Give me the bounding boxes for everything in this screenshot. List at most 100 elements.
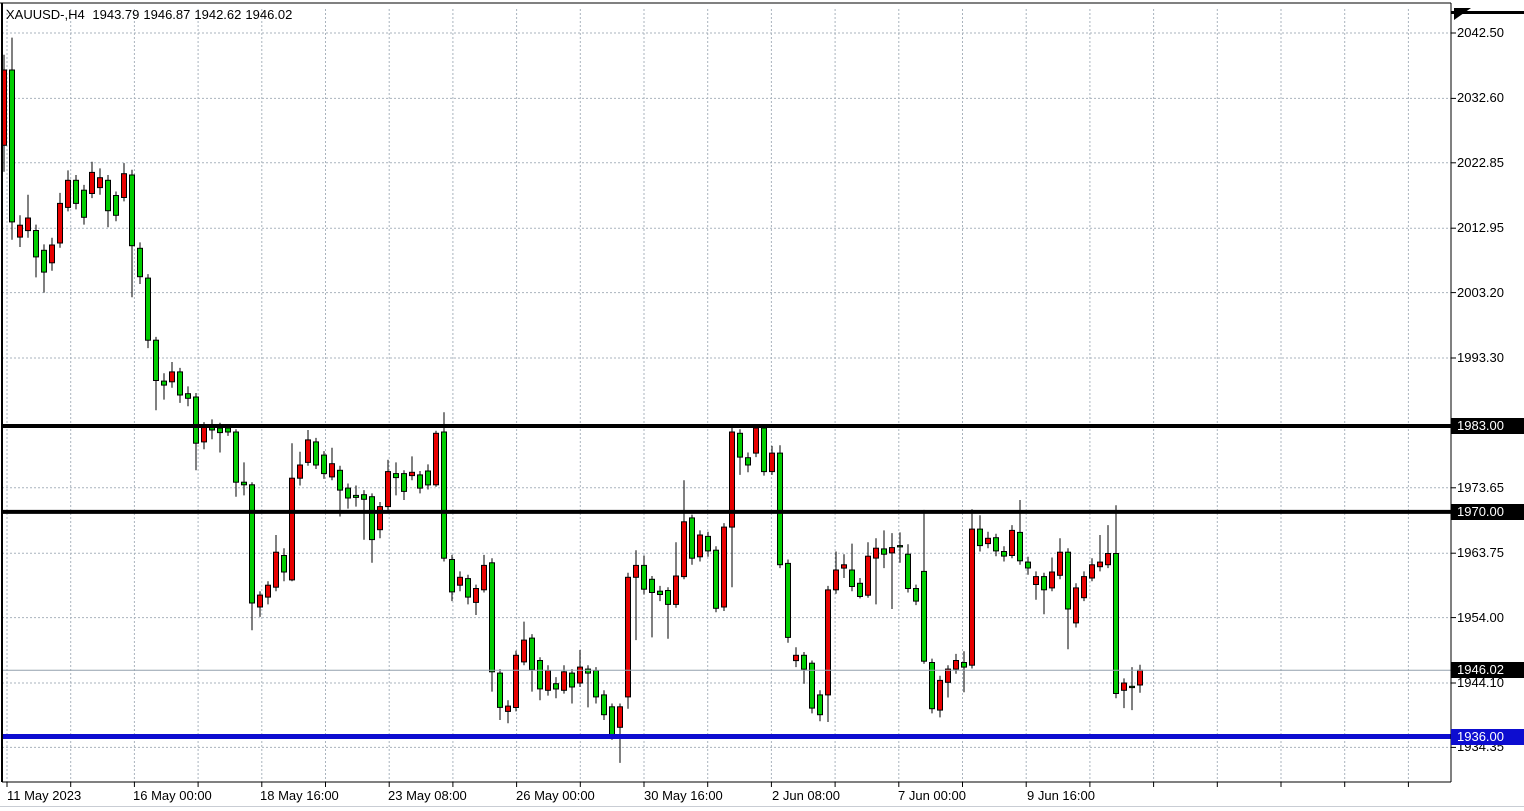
price-level-label: 1970.00 xyxy=(1451,504,1524,520)
candle-body xyxy=(1001,551,1007,557)
candles-group[interactable] xyxy=(1,37,1143,763)
candle-body xyxy=(673,575,679,605)
candle-body xyxy=(993,537,999,552)
candle-body xyxy=(57,202,63,244)
candle-body xyxy=(1089,564,1095,579)
candle-body xyxy=(97,177,103,189)
candle-body xyxy=(329,463,335,478)
low-value: 1942.62 xyxy=(194,7,242,22)
candle-body xyxy=(1065,551,1071,610)
time-tick-label: 18 May 16:00 xyxy=(260,788,339,803)
candle-body xyxy=(137,247,143,278)
candle-body xyxy=(105,179,111,212)
candle-body xyxy=(601,694,607,716)
close-value: 1946.02 xyxy=(245,7,293,22)
price-tick-label: 2032.60 xyxy=(1457,90,1504,105)
time-tick-label: 7 Jun 00:00 xyxy=(898,788,966,803)
candle-body xyxy=(713,549,719,609)
time-tick-label: 11 May 2023 xyxy=(7,788,82,803)
candle-body xyxy=(345,487,351,499)
candle-body xyxy=(841,564,847,569)
candle-body xyxy=(1097,561,1103,568)
price-tick-label: 2022.85 xyxy=(1457,155,1504,170)
high-value: 1946.87 xyxy=(143,7,191,22)
candle-body xyxy=(385,471,391,508)
candle-body xyxy=(257,594,263,608)
candle-body xyxy=(561,671,567,691)
candle-body xyxy=(553,683,559,690)
price-tick-label: 2042.50 xyxy=(1457,25,1504,40)
time-tick-label: 2 Jun 08:00 xyxy=(772,788,840,803)
candle-body xyxy=(73,179,79,204)
candle-body xyxy=(241,481,247,486)
candle-body xyxy=(297,464,303,479)
candle-body xyxy=(665,590,671,605)
candle-body xyxy=(305,439,311,463)
candle-body xyxy=(1121,682,1127,691)
candle-body xyxy=(729,431,735,528)
candle-body xyxy=(225,427,231,433)
candle-body xyxy=(1009,529,1015,557)
price-tick-label: 2012.95 xyxy=(1457,220,1504,235)
candle-body xyxy=(529,637,535,671)
candle-body xyxy=(401,473,407,492)
candle-body xyxy=(465,578,471,598)
candle-body xyxy=(617,706,623,728)
candle-body xyxy=(681,521,687,578)
candle-body xyxy=(569,672,575,688)
candle-body xyxy=(913,588,919,602)
candle-body xyxy=(49,244,55,264)
candle-body xyxy=(281,555,287,573)
candle-body xyxy=(961,662,967,668)
candle-body xyxy=(177,371,183,396)
candle-body xyxy=(697,534,703,558)
candle-body xyxy=(801,654,807,670)
candle-body xyxy=(513,654,519,708)
candle-body xyxy=(161,380,167,386)
candle-body xyxy=(337,469,343,491)
price-axis[interactable]: 2042.50 2032.60 2022.85 2012.95 2003.20 1993.… xyxy=(1451,0,1524,811)
candle-body xyxy=(609,706,615,735)
candle-body xyxy=(625,576,631,698)
candle-body xyxy=(977,528,983,547)
candle-body xyxy=(825,589,831,696)
time-tick-label: 23 May 08:00 xyxy=(388,788,467,803)
candle-body xyxy=(1137,669,1143,686)
candle-body xyxy=(33,230,39,258)
candle-body xyxy=(889,547,895,554)
candle-body xyxy=(113,195,119,216)
candle-body xyxy=(1113,553,1119,694)
time-axis[interactable]: 11 May 2023 16 May 00:00 18 May 16:00 23 Ma… xyxy=(0,783,1451,811)
window-bottom-edge xyxy=(0,806,1524,807)
candle-body xyxy=(577,666,583,684)
candle-body xyxy=(633,564,639,578)
candle-body xyxy=(265,584,271,598)
candle-body xyxy=(409,471,415,477)
candle-body xyxy=(761,427,767,473)
candle-body xyxy=(89,171,95,194)
time-tick-label: 9 Jun 16:00 xyxy=(1027,788,1095,803)
candle-body xyxy=(145,277,151,341)
price-level-label: 1936.00 xyxy=(1451,729,1524,745)
candle-body xyxy=(41,249,47,273)
price-tick-label: 2003.20 xyxy=(1457,285,1504,300)
time-tick-label: 16 May 00:00 xyxy=(133,788,212,803)
candle-body xyxy=(425,470,431,486)
candle-body xyxy=(657,590,663,596)
candle-body xyxy=(753,427,759,454)
candle-body xyxy=(1033,576,1039,585)
candle-body xyxy=(921,570,927,662)
open-value: 1943.79 xyxy=(92,7,140,22)
candle-body xyxy=(585,668,591,674)
candle-body xyxy=(17,224,23,238)
candle-body xyxy=(705,535,711,552)
candle-body xyxy=(641,564,647,590)
candle-body xyxy=(865,555,871,596)
candle-body xyxy=(289,477,295,581)
price-tick-label: 1954.00 xyxy=(1457,610,1504,625)
candle-body xyxy=(1057,551,1063,576)
candle-body xyxy=(153,339,159,382)
candle-body xyxy=(449,559,455,593)
candle-body xyxy=(169,371,175,383)
